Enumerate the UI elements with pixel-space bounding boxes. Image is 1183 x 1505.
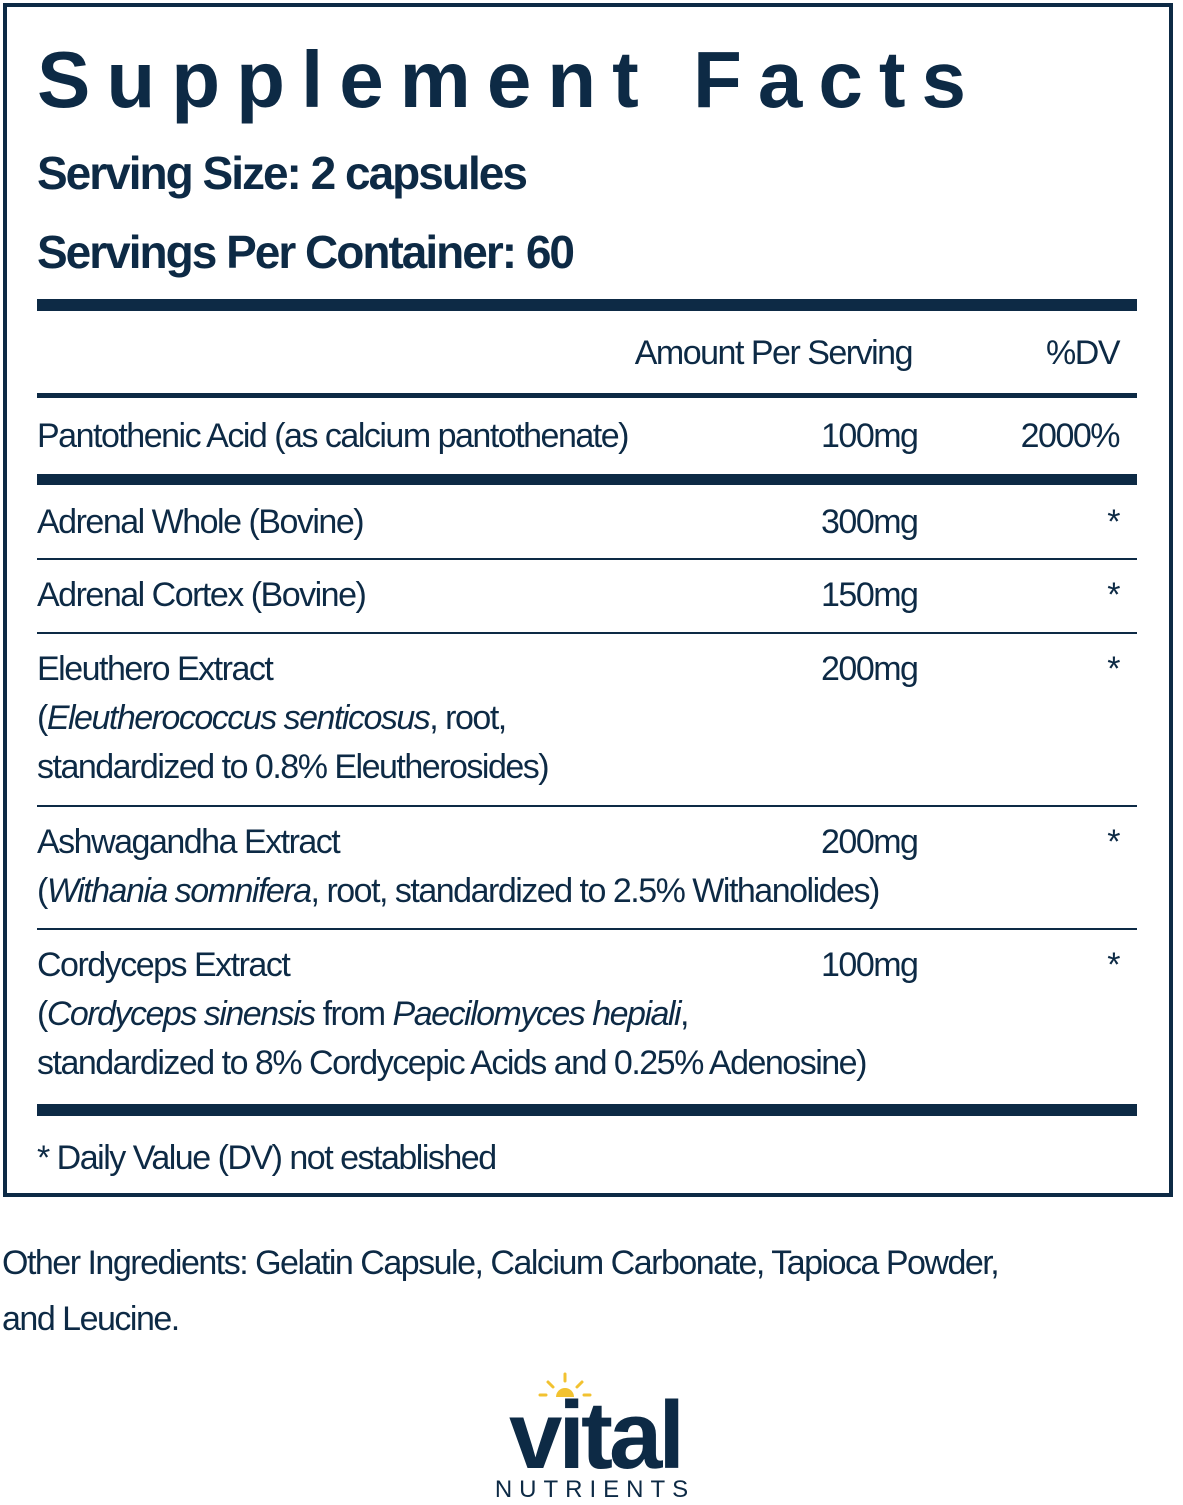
brand-logo: vital NUTRIENTS — [470, 1370, 720, 1503]
ingredient-dv: 2000% — [1020, 417, 1121, 455]
ingredient-name: Cordyceps Extract — [37, 946, 291, 984]
divider-thick — [37, 474, 1137, 485]
ingredient-name: Eleuthero Extract — [37, 650, 274, 688]
divider-thick — [37, 299, 1137, 311]
ingredient-amount: 300mg — [821, 503, 919, 541]
panel-title: Supplement Facts — [37, 35, 983, 124]
ingredient-name: Ashwagandha Extract — [37, 823, 341, 861]
ingredient-dv: * — [1107, 946, 1120, 984]
ingredient-amount: 100mg — [821, 946, 919, 984]
ingredient-detail: (Cordyceps sinensis from Paecilomyces he… — [37, 995, 689, 1033]
divider-thin — [37, 632, 1137, 634]
ingredient-detail-line2: standardized to 8% Cordycepic Acids and … — [37, 1044, 867, 1082]
column-header: Amount Per Serving %DV — [37, 329, 1137, 378]
amount-header: Amount Per Serving — [634, 334, 914, 372]
ingredient-detail: (Eleutherococcus senticosus, root, — [37, 699, 507, 737]
ingredient-row: Adrenal Cortex (Bovine) 150mg * — [37, 571, 1137, 620]
footnote: * Daily Value (DV) not established — [37, 1134, 1137, 1183]
ingredient-detail-line2: standardized to 0.8% Eleutherosides) — [37, 748, 550, 786]
ingredient-amount: 200mg — [821, 650, 919, 688]
ingredient-dv: * — [1107, 823, 1120, 861]
ingredient-dv: * — [1107, 650, 1120, 688]
sun-icon: vital NUTRIENTS — [495, 1372, 695, 1503]
ingredient-name: Pantothenic Acid (as calcium pantothenat… — [37, 417, 629, 455]
ingredient-name: Adrenal Cortex (Bovine) — [37, 576, 367, 614]
ingredient-detail: (Withania somnifera, root, standardized … — [37, 872, 880, 910]
ingredient-dv: * — [1107, 503, 1120, 541]
divider-thick — [37, 1104, 1137, 1116]
dv-header: %DV — [1046, 334, 1120, 372]
ingredient-name: Adrenal Whole (Bovine) — [37, 503, 365, 541]
divider-thin — [37, 558, 1137, 560]
ingredient-amount: 150mg — [821, 576, 919, 614]
ingredient-row: Adrenal Whole (Bovine) 300mg * — [37, 498, 1137, 547]
servings-per-container: Servings Per Container: 60 — [37, 226, 575, 278]
other-ingredients-line2: and Leucine. — [2, 1300, 180, 1338]
footnote-text: * Daily Value (DV) not established — [37, 1139, 497, 1177]
ingredient-row: Eleuthero Extract 200mg * (Eleutherococc… — [37, 645, 1137, 792]
ingredient-row: Pantothenic Acid (as calcium pantothenat… — [37, 412, 1137, 461]
divider-medium — [37, 393, 1137, 398]
ingredient-amount: 200mg — [821, 823, 919, 861]
other-ingredients-line1: Other Ingredients: Gelatin Capsule, Calc… — [2, 1244, 1000, 1282]
divider-thin — [37, 805, 1137, 807]
supplement-facts-panel: Supplement Facts Serving Size: 2 capsule… — [3, 3, 1173, 1197]
other-ingredients: Other Ingredients: Gelatin Capsule, Calc… — [2, 1235, 1172, 1347]
logo-wordmark: vital — [509, 1382, 681, 1489]
ingredient-amount: 100mg — [821, 417, 919, 455]
ingredient-dv: * — [1107, 576, 1120, 614]
logo-subword: NUTRIENTS — [495, 1476, 695, 1500]
serving-size: Serving Size: 2 capsules — [37, 147, 528, 199]
ingredient-row: Ashwagandha Extract 200mg * (Withania so… — [37, 818, 1137, 916]
ingredient-row: Cordyceps Extract 100mg * (Cordyceps sin… — [37, 941, 1137, 1088]
divider-thin — [37, 928, 1137, 930]
